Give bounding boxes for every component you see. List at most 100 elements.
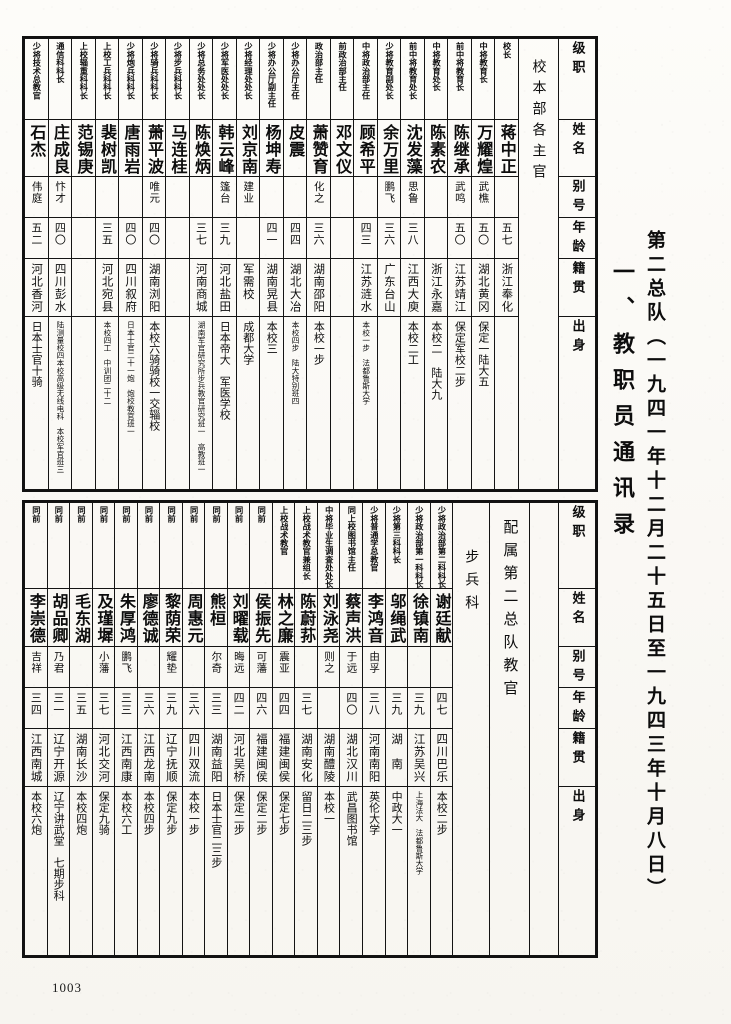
cell-text: 四二 <box>232 692 246 717</box>
cell-name: 余万里 <box>376 118 402 178</box>
cell-alias: 武樵 <box>470 176 496 219</box>
cell-text: 邓文仪 <box>333 123 353 175</box>
cell-alias: 乃君 <box>46 646 71 689</box>
cell-native: 四川巴乐 <box>429 728 454 788</box>
cell-name: 邬绳武 <box>384 588 409 648</box>
cell-rank: 少将教育副处长 <box>376 38 402 120</box>
cell-native: 广东台山 <box>376 258 402 317</box>
cell-text: 少将总务处处长 <box>196 42 207 100</box>
cell-age <box>235 217 261 260</box>
spacer-column <box>529 502 559 956</box>
cell-text: 同前 <box>121 506 132 523</box>
group-label-school-officers: 校本部各主官 <box>517 38 559 490</box>
cell-text: 四七 <box>434 692 448 717</box>
cell-rank: 前中将教育长 <box>447 38 472 120</box>
cell-age: 三九 <box>384 687 409 730</box>
cell-text: 中将教育长 <box>478 42 489 83</box>
cell-native: 辽宁开源 <box>46 728 71 788</box>
cell-text: 本校四步 <box>142 791 156 836</box>
cell-text: 同前 <box>98 506 109 523</box>
cell-alias <box>181 646 206 689</box>
cell-text: 建业 <box>242 181 255 205</box>
cell-age: 三七 <box>188 217 214 260</box>
cell-name: 及瑾墀 <box>91 588 116 648</box>
cell-text: 李崇德 <box>26 593 46 645</box>
row-label-name: 姓名 <box>557 588 597 648</box>
cell-text: 四川双流 <box>187 733 202 784</box>
cell-text: 留日二三步 <box>300 791 314 847</box>
cell-text: 保定一陆大五 <box>476 320 490 387</box>
row-label-text: 别号 <box>569 649 585 688</box>
cell-text: 蔡声洪 <box>342 593 362 645</box>
cell-alias: 化之 <box>306 176 331 219</box>
cell-native: 湖南晃县 <box>259 258 284 317</box>
cell-text: 少将步兵科科长 <box>172 42 183 100</box>
cell-native <box>165 258 190 317</box>
cell-rank: 同前 <box>24 501 48 590</box>
cell-text: 四川叙府 <box>124 263 139 314</box>
cell-rank: 同上校图书馆主任 <box>339 501 363 590</box>
cell-rank: 少将技术总教官 <box>24 38 49 120</box>
cell-origin: 保定七步 <box>271 786 296 956</box>
cell-age: 四七 <box>429 687 454 730</box>
cell-text: 四〇 <box>147 222 161 247</box>
table-row: 伟庭 忭才 唯元 篷台 建业 化之 鹏飞 思鲁 武鸣 武樵 别号 <box>24 176 597 219</box>
cell-text: 三九 <box>164 692 178 717</box>
cell-text: 江西南城 <box>29 733 44 784</box>
cell-text: 可藩 <box>255 651 268 675</box>
row-label-text: 年龄 <box>569 220 585 259</box>
cell-text: 成都大学 <box>241 320 255 365</box>
cell-name: 陈继承 <box>447 118 472 178</box>
row-label-origin: 出身 <box>557 315 597 491</box>
cell-text: 本校一步 法都鲁斯大学 <box>361 320 371 405</box>
cell-text: 侯振先 <box>252 593 272 645</box>
table-row: 日本士官十骑 陆测量校四本校高级无线电科 本校军官班三 本校四工 中训团二十二 日本士… <box>24 315 597 491</box>
cell-text: 周惠元 <box>184 593 204 645</box>
cell-rank: 少将骑兵科科长 <box>141 38 167 120</box>
cell-alias: 唯元 <box>141 176 167 219</box>
cell-native: 江西大庾 <box>400 258 425 317</box>
cell-text: 日本士官二三步 <box>209 791 223 869</box>
cell-text: 三五 <box>74 692 88 717</box>
cell-alias <box>353 176 378 219</box>
cell-native: 福建闽侯 <box>249 728 273 788</box>
cell-age: 四〇 <box>141 217 167 260</box>
table-row: 江西南城 辽宁开源 湖南长沙 河北交河 江西南康 江西龙南 辽宁抚顺 四川双流 湖南益阳 河北吴桥… <box>24 728 597 788</box>
cell-text: 四一 <box>265 222 279 247</box>
cell-alias: 晦远 <box>226 646 251 689</box>
cell-native: 湖南醴陵 <box>316 728 341 788</box>
cell-native <box>329 258 355 317</box>
cell-text: 庄成良 <box>50 123 70 175</box>
cell-age <box>165 217 190 260</box>
cell-text: 武昌图书馆 <box>345 791 359 847</box>
cell-text: 保定军校二步 <box>453 320 467 387</box>
cell-text: 小藩 <box>97 651 110 675</box>
cell-text: 耀垫 <box>165 651 178 675</box>
cell-text: 邬绳武 <box>387 593 407 645</box>
document-title: 第二总队（一九四一年十二月二十五日至一九四三年十月八日） <box>644 230 666 902</box>
cell-native: 湖 南 <box>384 728 409 788</box>
cell-text: 同上校图书馆主任 <box>346 506 357 572</box>
cell-native: 河北交河 <box>91 728 116 788</box>
cell-origin: 本校四步 <box>136 786 161 956</box>
row-label-text: 出身 <box>569 318 585 357</box>
cell-text: 徐镇南 <box>409 593 429 645</box>
row-label-text: 出身 <box>569 789 585 828</box>
cell-text: 三六 <box>382 222 396 247</box>
title-zone: 一、教职员通讯录 第二总队（一九四一年十二月二十五日至一九四三年十月八日） <box>609 30 723 956</box>
cell-age: 三六 <box>181 687 206 730</box>
cell-age: 三九 <box>212 217 237 260</box>
cell-alias <box>494 176 519 219</box>
table-row: 本校六炮 辽宁讲武堂 七期步科 本校四炮 保定九骑 本校六工 本校四步 保定九步 本校一步 日本… <box>24 786 597 956</box>
cell-age <box>316 687 341 730</box>
cell-text: 三九 <box>217 222 231 247</box>
cell-text: 江苏吴兴 <box>412 733 427 784</box>
cell-text: 四四 <box>288 222 302 247</box>
cell-name: 黎荫荣 <box>159 588 183 648</box>
table-row: 五二 四〇 三五 四〇 四〇 三七 三九 四一 四四 三六 四三 三六 三八 五〇 五〇 五七 年龄 <box>24 217 597 260</box>
cell-name: 熊桓 <box>204 588 228 648</box>
cell-text: 三六 <box>312 222 326 247</box>
cell-origin: 日本帝大 军医学校 <box>212 315 237 491</box>
row-label-alias: 别号 <box>557 646 597 689</box>
cell-text: 上校战术教官 <box>279 506 290 556</box>
